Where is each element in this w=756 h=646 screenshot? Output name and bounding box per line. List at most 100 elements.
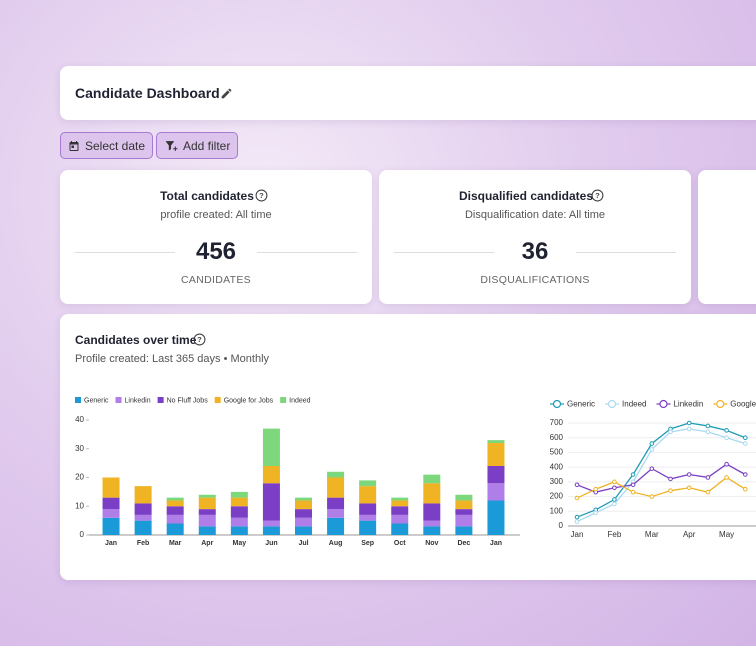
bar-segment: [423, 474, 441, 484]
bar-segment: [230, 491, 248, 498]
bar-segment: [455, 500, 473, 510]
divider: [576, 252, 676, 253]
legend-marker: [716, 399, 725, 409]
point: [649, 441, 655, 446]
y-tick-label: 0: [559, 521, 564, 530]
bar-segment: [134, 520, 152, 535]
select-date-button[interactable]: Select date: [60, 132, 154, 159]
add-filter-button[interactable]: Add filter: [156, 132, 239, 159]
bar-segment: [423, 526, 441, 535]
bar-segment: [391, 497, 409, 501]
bar-segment: [327, 517, 345, 535]
y-tick-label: 30: [75, 444, 84, 453]
point: [686, 426, 692, 432]
bar-segment: [262, 428, 280, 466]
kpi-title: Disqualified candidates: [458, 189, 594, 203]
y-tick-label: 700: [550, 418, 564, 427]
x-tick-label: Sep: [361, 540, 374, 547]
y-tick-label: 100: [550, 506, 564, 515]
bar-segment: [487, 466, 505, 484]
button-label: Select date: [85, 138, 146, 153]
x-tick-label: Nov: [425, 540, 438, 547]
bar-segment: [166, 500, 184, 507]
x-tick-label: Apr: [683, 530, 696, 539]
help-icon[interactable]: ?: [193, 333, 206, 346]
point: [612, 497, 617, 502]
x-tick-label: Jan: [105, 540, 117, 547]
kpi-subtitle: Disqualification date: All time: [464, 209, 605, 221]
y-tick-label: 400: [550, 462, 564, 471]
y-tick-label: 10: [75, 501, 84, 510]
edit-icon[interactable]: [220, 87, 233, 100]
bar-segment: [102, 477, 120, 498]
point: [630, 482, 636, 488]
bar-segment: [455, 526, 473, 535]
point: [724, 461, 729, 467]
bar-segment: [295, 500, 312, 510]
point: [593, 486, 599, 492]
kpi-card: Total candidates? profile created: All ti…: [60, 170, 372, 304]
bar-segment: [198, 494, 216, 498]
point: [574, 519, 580, 524]
bar-segment: [455, 509, 473, 515]
legend-swatch: [115, 397, 122, 403]
bar-segment: [166, 497, 184, 501]
bar-segment: [166, 506, 184, 515]
bar-segment: [359, 514, 377, 521]
point: [724, 435, 729, 441]
svg-text:?: ?: [595, 191, 600, 200]
kpi-card: Disqualified candidates? Disqualification…: [379, 170, 691, 304]
chart-panel: Candidates over time ? Profile created: …: [60, 314, 756, 580]
bar-segment: [230, 517, 248, 527]
kpi-subtitle: profile created: All time: [160, 209, 272, 221]
x-tick-label: Aug: [329, 540, 343, 547]
header-card: Candidate Dashboard: [60, 66, 756, 120]
panel-title: Candidates over time: [75, 333, 197, 347]
point: [649, 466, 655, 471]
x-tick-label: Jul: [298, 540, 308, 547]
y-tick-label: 300: [550, 477, 564, 486]
kpi-unit: CANDIDATES: [181, 274, 251, 286]
bar-segment: [295, 517, 312, 527]
x-tick-label: Oct: [394, 540, 406, 547]
kpi-card: [698, 170, 756, 304]
bar-segment: [455, 494, 473, 501]
point: [612, 485, 617, 491]
bar-segment: [198, 497, 216, 510]
bar-segment: [102, 509, 120, 518]
bar-segment: [487, 440, 505, 443]
bar-segment: [230, 526, 248, 535]
legend-marker: [607, 399, 617, 409]
x-tick-label: Feb: [608, 530, 622, 539]
point: [630, 472, 636, 477]
button-label: Add filter: [183, 138, 231, 153]
legend-label: Google for Jobs: [224, 397, 274, 404]
series-line: [576, 422, 746, 518]
y-tick-label: 600: [550, 433, 564, 442]
point: [649, 494, 655, 499]
point: [668, 476, 673, 482]
x-tick-label: Jun: [265, 540, 277, 547]
point: [724, 475, 729, 480]
line-chart: 0 100 200 300 400 500 600 700 Jan Feb Mar Apr May Gen…: [550, 399, 756, 539]
svg-text:?: ?: [197, 335, 202, 344]
y-tick-label: 20: [75, 473, 84, 482]
bar-segment: [359, 486, 377, 504]
bar-segment: [455, 514, 473, 527]
bar-segment: [295, 526, 312, 535]
x-tick-label: Dec: [457, 540, 470, 547]
divider: [394, 252, 494, 253]
legend-label: Linkedin: [673, 400, 703, 409]
point: [612, 501, 617, 507]
bar-segment: [327, 497, 345, 510]
help-icon[interactable]: ?: [255, 189, 268, 202]
point: [743, 486, 748, 492]
bar-segment: [295, 509, 312, 518]
point: [743, 435, 748, 441]
help-icon[interactable]: ?: [591, 189, 604, 202]
bar-segment: [262, 526, 280, 535]
point: [668, 429, 673, 435]
point: [743, 441, 748, 446]
